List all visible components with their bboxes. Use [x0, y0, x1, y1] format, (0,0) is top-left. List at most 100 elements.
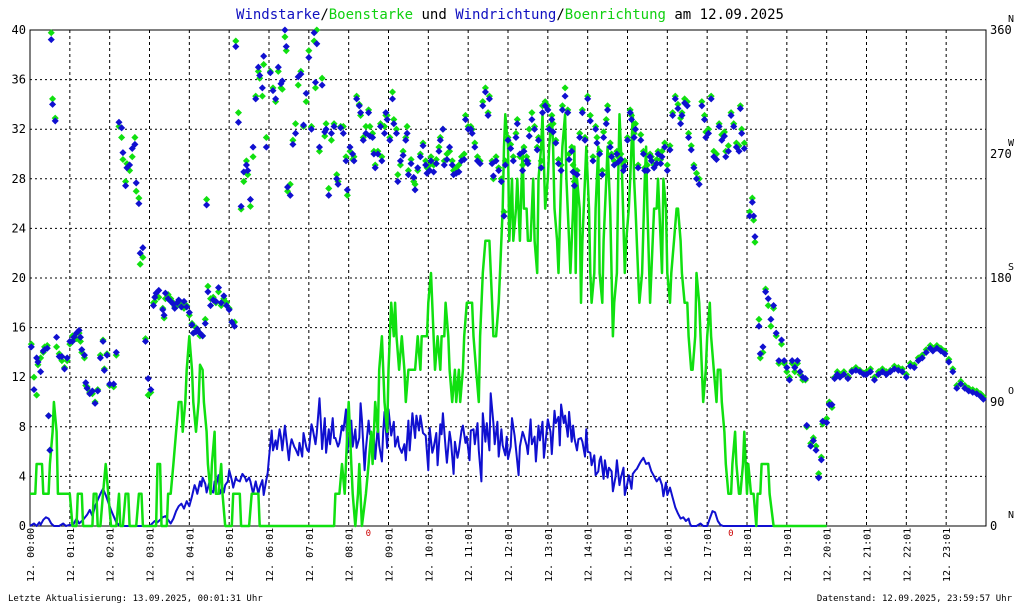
point-boenrichtung: [519, 161, 527, 169]
point-windrichtung: [144, 375, 152, 383]
point-windrichtung: [155, 286, 163, 294]
point-boenrichtung: [215, 288, 223, 296]
y2-tick-label: 360: [990, 23, 1012, 37]
point-windrichtung: [330, 122, 338, 130]
point-windrichtung: [269, 87, 277, 95]
point-boenrichtung: [327, 136, 335, 144]
point-boenrichtung: [366, 122, 374, 130]
point-windrichtung: [175, 296, 183, 304]
point-windrichtung: [535, 136, 543, 144]
point-windrichtung: [126, 161, 134, 169]
point-windrichtung: [217, 299, 225, 307]
point-boenrichtung: [687, 142, 695, 150]
point-windrichtung: [115, 118, 123, 126]
point-windrichtung: [870, 376, 879, 384]
point-boenrichtung: [47, 29, 55, 37]
point-windrichtung: [647, 157, 655, 165]
point-windrichtung: [302, 89, 310, 97]
point-windrichtung: [783, 364, 791, 372]
point-windrichtung: [777, 336, 786, 344]
point-windrichtung: [82, 379, 90, 387]
point-boenrichtung: [315, 147, 323, 155]
point-windrichtung: [500, 212, 508, 220]
marker-label: 0: [728, 529, 733, 539]
point-windrichtung: [80, 351, 88, 359]
y2-direction-label: N: [1008, 510, 1014, 521]
point-boenrichtung: [435, 143, 443, 151]
point-boenrichtung: [240, 178, 248, 186]
point-windrichtung: [740, 144, 748, 153]
point-windrichtung: [730, 122, 738, 130]
point-boenrichtung: [461, 111, 470, 119]
point-windrichtung: [471, 143, 479, 151]
x-tick-label: 12. 15:01: [624, 528, 635, 582]
point-windrichtung: [246, 195, 254, 204]
point-boenrichtung: [554, 155, 562, 164]
point-windrichtung: [199, 332, 207, 340]
point-boenrichtung: [390, 116, 398, 124]
chart-title: Windstarke/Boenstarke und Windrichtung/B…: [236, 7, 784, 23]
x-tick-label: 12. 01:01: [66, 528, 77, 582]
point-windrichtung: [180, 297, 188, 305]
point-boenrichtung: [118, 133, 126, 142]
point-windrichtung: [204, 288, 212, 296]
point-boenrichtung: [460, 150, 468, 158]
point-boenrichtung: [661, 139, 669, 147]
point-windrichtung: [292, 129, 300, 137]
point-windrichtung: [653, 160, 661, 168]
title-boenstarke: Boenstarke: [329, 7, 413, 23]
point-windrichtung: [254, 63, 262, 71]
point-windrichtung: [256, 71, 264, 80]
point-windrichtung: [720, 132, 728, 140]
x-tick-label: 12. 03:01: [146, 528, 157, 582]
point-windrichtung: [76, 333, 84, 341]
point-boenrichtung: [600, 128, 608, 136]
point-windrichtung: [468, 129, 476, 137]
point-boenrichtung: [388, 88, 397, 96]
point-windrichtung: [690, 164, 698, 172]
x-tick-label: 12. 02:01: [106, 528, 117, 582]
point-windrichtung: [272, 95, 280, 103]
point-windrichtung: [528, 116, 536, 124]
point-windrichtung: [339, 129, 347, 137]
title-windstarke: Windstarke: [236, 7, 320, 23]
point-boenrichtung: [513, 116, 521, 124]
point-windrichtung: [593, 139, 601, 147]
point-windrichtung: [34, 358, 42, 366]
point-windrichtung: [677, 120, 685, 128]
point-windrichtung: [100, 366, 108, 374]
point-windrichtung: [53, 333, 61, 341]
point-boenrichtung: [246, 202, 254, 210]
point-windrichtung: [212, 297, 220, 305]
point-windrichtung: [581, 136, 589, 144]
point-windrichtung: [49, 100, 57, 108]
point-windrichtung: [460, 155, 468, 164]
point-windrichtung: [492, 157, 500, 165]
x-tick-label: 12. 10:01: [424, 528, 435, 582]
y2-direction-label: S: [1008, 262, 1014, 273]
point-windrichtung: [770, 302, 778, 310]
x-tick-label: 12. 12:01: [504, 528, 515, 582]
x-tick-label: 12. 22:01: [902, 528, 913, 582]
point-boenrichtung: [131, 133, 139, 142]
point-windrichtung: [78, 346, 86, 354]
point-windrichtung: [278, 77, 286, 85]
point-windrichtung: [621, 162, 629, 170]
point-windrichtung: [355, 102, 363, 110]
point-windrichtung: [63, 354, 71, 362]
point-boenrichtung: [586, 111, 594, 119]
point-windrichtung: [414, 164, 422, 172]
point-boenrichtung: [746, 208, 754, 216]
point-boenrichtung: [756, 354, 764, 362]
point-windrichtung: [94, 387, 102, 395]
point-windrichtung: [751, 233, 759, 241]
point-boenrichtung: [232, 37, 240, 45]
point-boenrichtung: [700, 111, 709, 119]
x-tick-label: 12. 14:01: [584, 528, 595, 582]
point-windrichtung: [735, 147, 743, 155]
point-windrichtung: [160, 311, 168, 319]
point-boenrichtung: [135, 194, 143, 202]
point-boenrichtung: [512, 129, 520, 137]
point-windrichtung: [432, 160, 440, 168]
point-windrichtung: [756, 350, 764, 358]
